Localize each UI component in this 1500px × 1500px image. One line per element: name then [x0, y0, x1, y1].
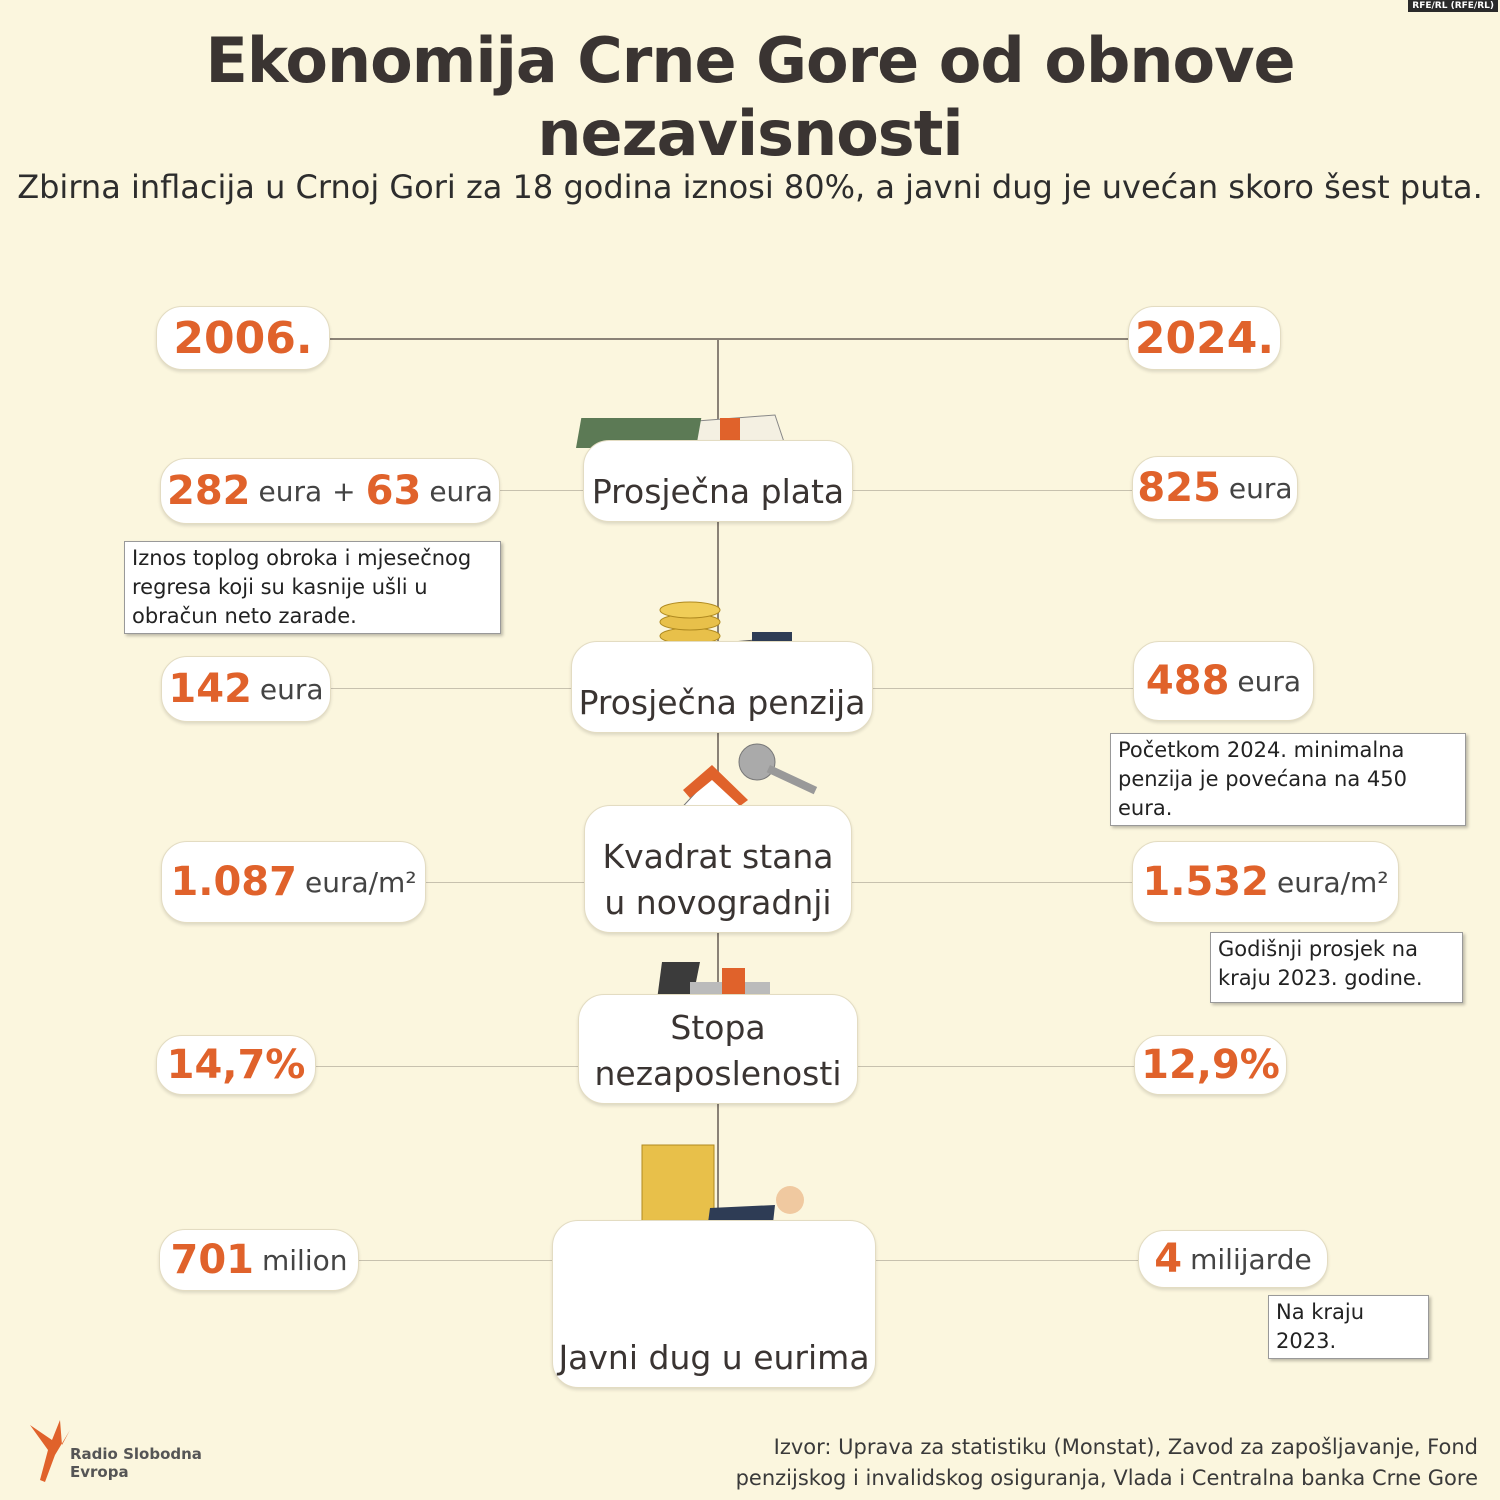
unit: milijarde — [1190, 1242, 1312, 1276]
left-value: 14,7% — [156, 1035, 316, 1095]
unit: eura — [258, 474, 323, 508]
source: Izvor: Uprava za statistiku (Monstat), Z… — [736, 1432, 1478, 1494]
left-value: 142 eura — [161, 656, 331, 722]
value: 1.087 — [170, 859, 297, 905]
year-pill: 2006. — [156, 306, 330, 370]
category-box: Javni dug u eurima — [552, 1220, 876, 1388]
category-label: Javni dug u eurima — [558, 1338, 870, 1377]
note: Početkom 2024. minimalna penzija je pove… — [1110, 733, 1466, 826]
left-value: 282 eura +63 eura — [160, 458, 500, 524]
unit: eura — [259, 672, 324, 706]
unit: eura — [1237, 664, 1302, 698]
value: 12,9% — [1141, 1042, 1280, 1088]
right-value: 4 milijarde — [1138, 1230, 1328, 1288]
value: 4 — [1154, 1236, 1183, 1282]
right-value: 825 eura — [1132, 456, 1298, 520]
left-value: 1.087 eura/m² — [161, 841, 426, 923]
category-label: Prosječna penzija — [578, 683, 866, 722]
year: 2006. — [173, 312, 313, 364]
value: 14,7% — [166, 1042, 306, 1088]
value: 1.532 — [1142, 859, 1269, 905]
note: Na kraju 2023. — [1268, 1295, 1429, 1359]
right-value: 488 eura — [1133, 641, 1314, 721]
value: 63 — [365, 468, 422, 514]
title: Ekonomija Crne Gore od obnove nezavisnos… — [205, 24, 1295, 170]
note: Godišnji prosjek na kraju 2023. godine. — [1210, 932, 1463, 1003]
year-pill: 2024. — [1128, 306, 1281, 370]
category-label: u novogradnji — [604, 883, 832, 922]
subtitle: Zbirna inflacija u Crnoj Gori za 18 godi… — [17, 168, 1483, 206]
unit: eura — [429, 474, 493, 508]
source-line: Izvor: Uprava za statistiku (Monstat), Z… — [773, 1435, 1478, 1459]
category-label: Kvadrat stana — [602, 837, 834, 876]
left-value: 701 milion — [159, 1229, 359, 1291]
category-label: Prosječna plata — [591, 472, 845, 511]
right-value: 12,9% — [1134, 1035, 1287, 1095]
value: 282 — [167, 468, 251, 514]
category-box: Stopa nezaposlenosti — [578, 994, 858, 1104]
source-line: penzijskog i invalidskog osiguranja, Vla… — [735, 1466, 1478, 1490]
value: 488 — [1145, 658, 1230, 704]
logo-mark — [30, 1420, 70, 1482]
note: Iznos toplog obroka i mjesečnog regresa … — [124, 541, 501, 634]
value: 142 — [168, 666, 252, 712]
value: 825 — [1137, 465, 1221, 511]
year-line — [330, 338, 1130, 340]
right-value: 1.532 eura/m² — [1132, 841, 1399, 923]
logo: Radio Slobodna Evropa — [70, 1445, 202, 1481]
category-label: nezaposlenosti — [594, 1054, 842, 1093]
category-box: Prosječna penzija — [571, 641, 873, 733]
unit: milion — [262, 1243, 348, 1277]
logo-line: Evropa — [70, 1463, 129, 1481]
unit: eura/m² — [304, 865, 417, 899]
year: 2024. — [1134, 312, 1275, 364]
category-box: Kvadrat stana u novogradnji — [584, 805, 852, 933]
category-label: Stopa — [670, 1008, 766, 1047]
logo-line: Radio Slobodna — [70, 1445, 202, 1463]
credit: RFE/RL (RFE/RL) — [1408, 0, 1498, 12]
joiner: + — [332, 474, 356, 508]
unit: eura — [1228, 471, 1293, 505]
value: 701 — [170, 1237, 255, 1283]
unit: eura/m² — [1276, 865, 1389, 899]
category-box: Prosječna plata — [583, 440, 853, 522]
